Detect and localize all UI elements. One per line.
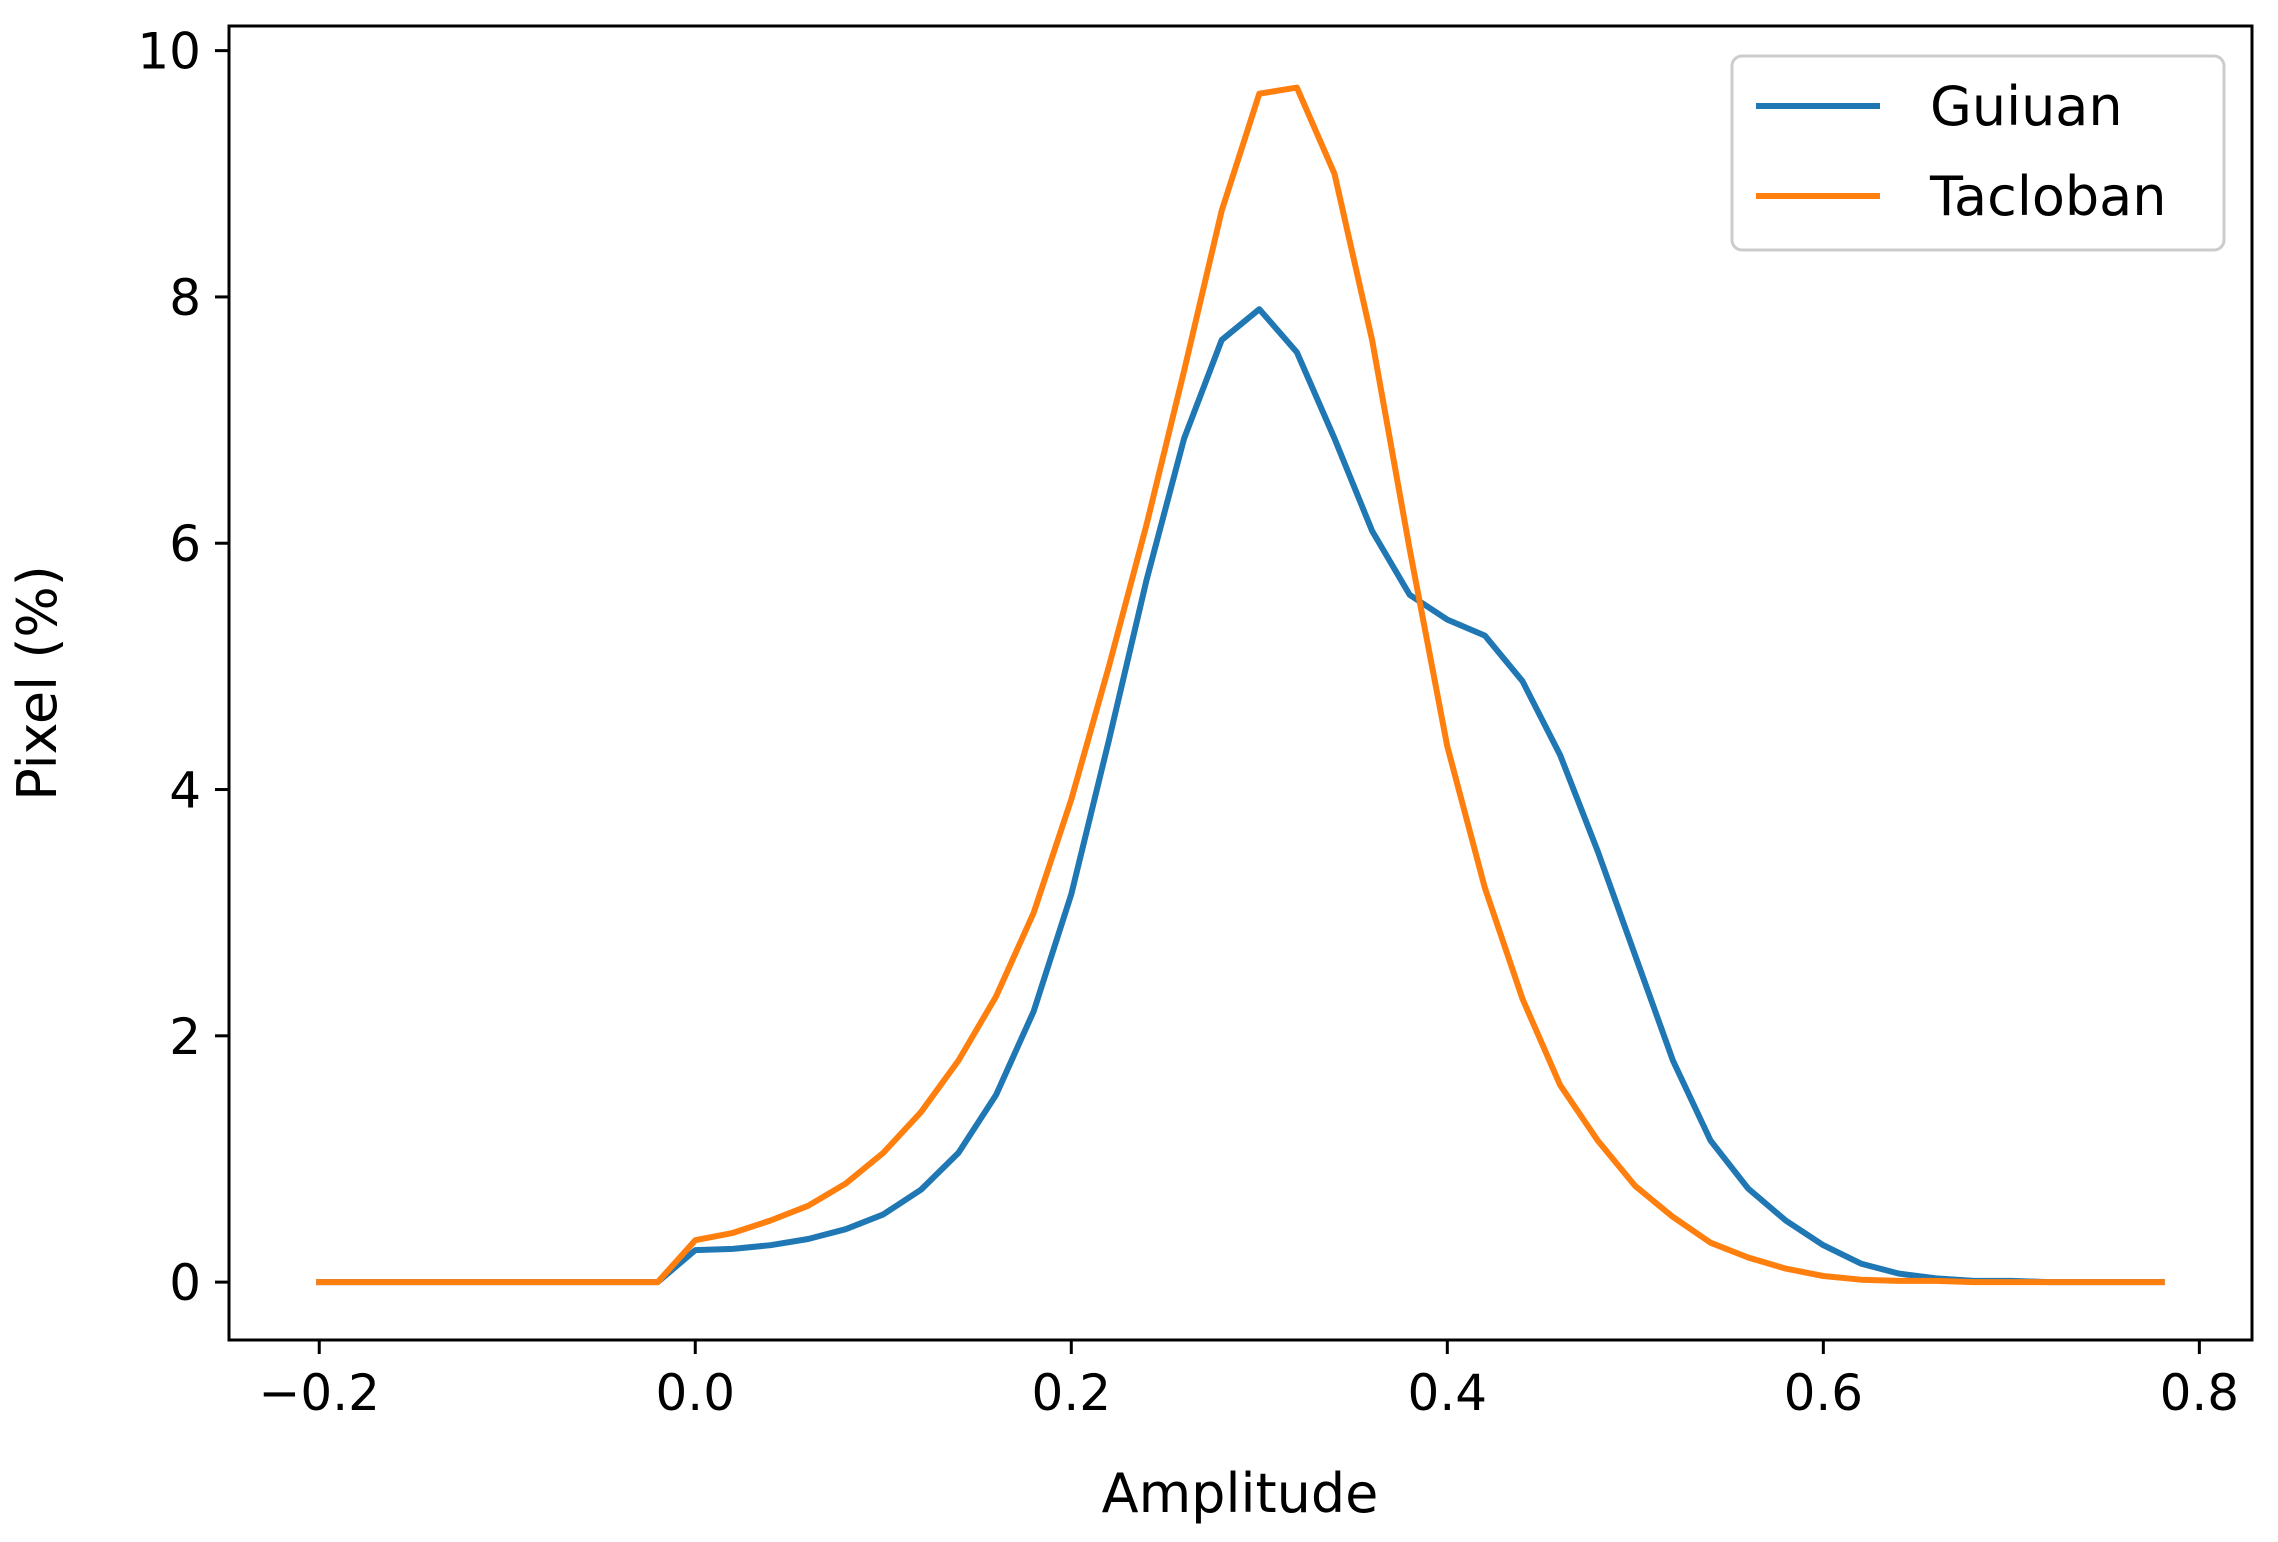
x-tick-label: −0.2 xyxy=(259,1364,380,1422)
y-tick-label: 10 xyxy=(137,23,201,81)
legend: Guiuan Tacloban xyxy=(1730,54,2226,252)
y-tick-label: 0 xyxy=(169,1254,201,1312)
legend-label-guiuan: Guiuan xyxy=(1930,75,2123,138)
y-tick-label: 6 xyxy=(169,515,201,573)
series-layer xyxy=(316,84,2165,1286)
y-axis-ticks: 0 2 4 6 8 10 xyxy=(137,23,229,1312)
x-tick-label: 0.0 xyxy=(656,1364,736,1422)
x-axis-ticks: −0.2 0.0 0.2 0.4 0.6 0.8 xyxy=(259,1340,2240,1422)
series-line-tacloban xyxy=(316,84,2165,1286)
x-tick-label: 0.2 xyxy=(1032,1364,1112,1422)
legend-label-tacloban: Tacloban xyxy=(1929,165,2166,228)
y-axis-title: Pixel (%) xyxy=(6,565,69,801)
x-tick-label: 0.8 xyxy=(2160,1364,2240,1422)
x-axis-title: Amplitude xyxy=(1102,1462,1379,1525)
plot-frame xyxy=(227,24,2254,1342)
x-tick-label: 0.6 xyxy=(1784,1364,1864,1422)
y-tick-label: 4 xyxy=(169,762,201,820)
y-tick-label: 8 xyxy=(169,269,201,327)
y-tick-label: 2 xyxy=(169,1008,201,1066)
x-tick-label: 0.4 xyxy=(1408,1364,1488,1422)
